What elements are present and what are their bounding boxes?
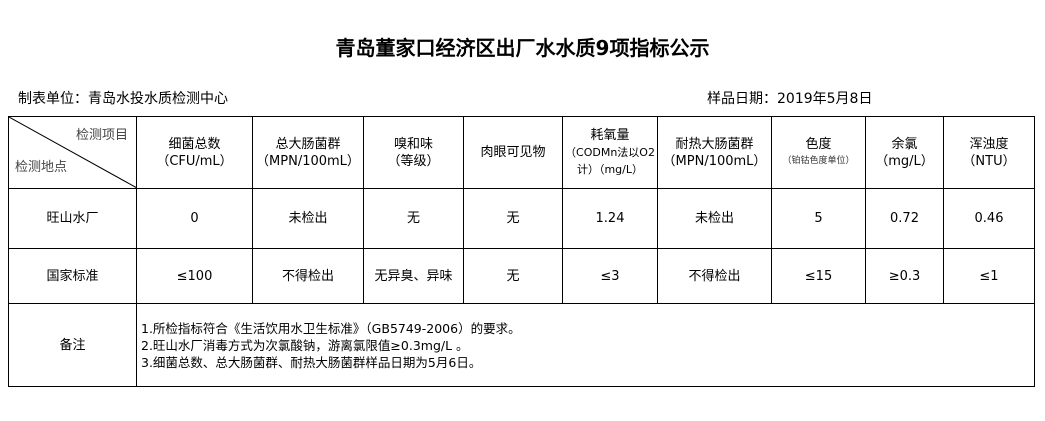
- header-cell: 肉眼可见物: [463, 116, 563, 189]
- value-cell: 未检出: [252, 188, 364, 249]
- table-row: 旺山水厂 0 未检出 无 无 1.24 未检出 5 0.72 0.46: [8, 188, 1035, 249]
- header-name: 浑浊度: [969, 136, 1009, 152]
- corner-bottom: 检测地点: [15, 160, 68, 175]
- header-cell: 浑浊度 （NTU）: [943, 116, 1035, 189]
- notes-label: 备注: [8, 303, 137, 387]
- header-name: 余氯: [891, 136, 918, 152]
- header-unit: （等级）: [387, 153, 440, 169]
- header-name: 嗅和味: [393, 136, 433, 152]
- header-unit: （mg/L）: [875, 153, 934, 169]
- header-cell: 总大肠菌群 （MPN/100mL）: [252, 116, 364, 189]
- header-cell: 耗氧量 （CODMn法以O2 计）（mg/L）: [562, 116, 658, 189]
- value-cell: 5: [771, 188, 866, 249]
- value-cell: 0.46: [943, 188, 1035, 249]
- value-cell: ≤3: [562, 248, 658, 304]
- value-cell: 0.72: [865, 188, 944, 249]
- notes-content: 1.所检指标符合《生活饮用水卫生标准》（GB5749-2006）的要求。 2.旺…: [136, 303, 1035, 387]
- value-cell: 未检出: [657, 188, 772, 249]
- value-cell: ≤1: [943, 248, 1035, 304]
- row-label: 国家标准: [8, 248, 137, 304]
- header-name: 耐热大肠菌群: [675, 136, 754, 152]
- header-unit: 计）（mg/L）: [576, 163, 644, 176]
- header-row: 检测项目 检测地点 细菌总数 （CFU/mL） 总大肠菌群 （MPN/100mL） …: [8, 116, 1035, 189]
- sample-date: 样品日期：2019年5月8日: [707, 91, 873, 107]
- notes-row: 备注 1.所检指标符合《生活饮用水卫生标准》（GB5749-2006）的要求。 …: [8, 303, 1035, 387]
- header-name: 肉眼可见物: [480, 145, 546, 160]
- value-cell: ≥0.3: [865, 248, 944, 304]
- header-cell: 色度 （铂钴色度单位）: [771, 116, 866, 189]
- header-cell: 余氯 （mg/L）: [865, 116, 944, 189]
- value-cell: 不得检出: [252, 248, 364, 304]
- water-quality-table: 检测项目 检测地点 细菌总数 （CFU/mL） 总大肠菌群 （MPN/100mL） …: [8, 116, 1035, 387]
- value-cell: ≤100: [136, 248, 253, 304]
- value-cell: 无: [463, 248, 563, 304]
- header-cell: 细菌总数 （CFU/mL）: [136, 116, 253, 189]
- note-line: 2.旺山水厂消毒方式为次氯酸钠，游离氯限值≥0.3mg/L 。: [141, 337, 469, 353]
- header-unit: （CFU/mL）: [156, 153, 233, 169]
- header-unit: （NTU）: [962, 153, 1016, 169]
- header-unit: （MPN/100mL）: [256, 153, 360, 169]
- row-label: 旺山水厂: [8, 188, 137, 249]
- header-cell: 耐热大肠菌群 （MPN/100mL）: [657, 116, 772, 189]
- issuing-unit: 制表单位：青岛水投水质检测中心: [18, 91, 228, 107]
- header-name: 细菌总数: [168, 136, 221, 152]
- header-unit: （CODMn法以O2: [565, 146, 655, 159]
- header-name: 色度: [805, 136, 832, 152]
- header-unit: （MPN/100mL）: [662, 153, 767, 169]
- value-cell: ≤15: [771, 248, 866, 304]
- header-name: 耗氧量: [590, 128, 630, 143]
- note-line: 1.所检指标符合《生活饮用水卫生标准》（GB5749-2006）的要求。: [141, 320, 521, 336]
- value-cell: 不得检出: [657, 248, 772, 304]
- corner-header: 检测项目 检测地点: [8, 116, 137, 189]
- value-cell: 无异臭、异味: [363, 248, 464, 304]
- note-line: 3.细菌总数、总大肠菌群、耐热大肠菌群样品日期为5月6日。: [141, 354, 482, 370]
- value-cell: 1.24: [562, 188, 658, 249]
- header-cell: 嗅和味 （等级）: [363, 116, 464, 189]
- corner-top: 检测项目: [75, 128, 128, 143]
- value-cell: 无: [363, 188, 464, 249]
- page-title: 青岛董家口经济区出厂水水质9项指标公示: [335, 36, 710, 60]
- header-unit: （铂钴色度单位）: [782, 155, 855, 166]
- value-cell: 无: [463, 188, 563, 249]
- value-cell: 0: [136, 188, 253, 249]
- diagonal-line: [9, 117, 137, 188]
- table-row: 国家标准 ≤100 不得检出 无异臭、异味 无 ≤3 不得检出 ≤15 ≥0.3…: [8, 248, 1035, 304]
- header-name: 总大肠菌群: [275, 136, 341, 152]
